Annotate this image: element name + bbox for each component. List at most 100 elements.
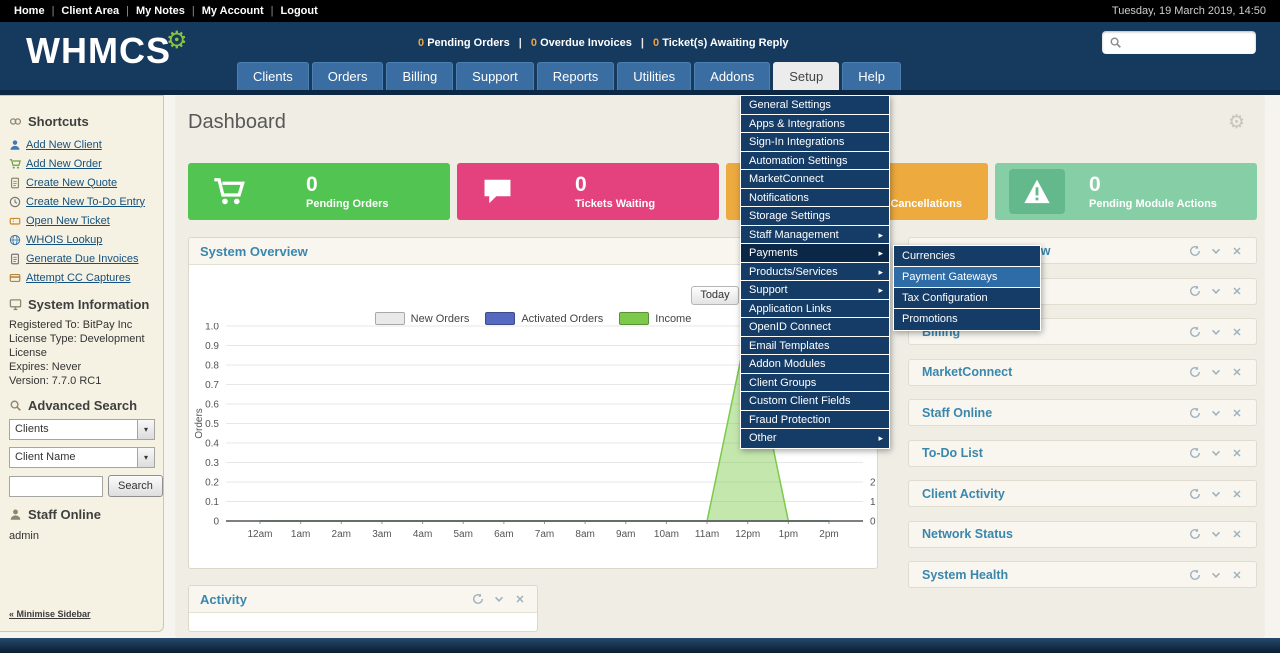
- close-icon[interactable]: [1231, 528, 1243, 540]
- payments-submenu-item-promotions[interactable]: Promotions: [894, 309, 1040, 330]
- collapse-chevron-icon[interactable]: [1210, 407, 1222, 419]
- stat-card-pending-module-actions[interactable]: 0 Pending Module Actions: [995, 163, 1257, 220]
- shortcut-attempt-cc-captures[interactable]: Attempt CC Captures: [9, 268, 154, 287]
- topbar-link-client-area[interactable]: Client Area: [61, 5, 120, 17]
- collapse-chevron-icon[interactable]: [1210, 326, 1222, 338]
- payments-submenu-item-payment-gateways[interactable]: Payment Gateways: [894, 267, 1040, 288]
- chart-xtick-label: 7am: [535, 529, 554, 540]
- setup-menu-item-addon-modules[interactable]: Addon Modules: [741, 355, 889, 374]
- setup-menu-item-client-groups[interactable]: Client Groups: [741, 373, 889, 392]
- collapse-chevron-icon[interactable]: [1210, 528, 1222, 540]
- refresh-icon[interactable]: [1189, 245, 1201, 257]
- payments-submenu-item-currencies[interactable]: Currencies: [894, 246, 1040, 267]
- setup-menu-item-support[interactable]: Support ▸: [741, 281, 889, 300]
- setup-menu-item-products-services[interactable]: Products/Services ▸: [741, 262, 889, 281]
- setup-menu-item-payments[interactable]: Payments ▸: [741, 244, 889, 263]
- collapse-chevron-icon[interactable]: [1210, 488, 1222, 500]
- close-icon[interactable]: [1231, 366, 1243, 378]
- refresh-icon[interactable]: [1189, 569, 1201, 581]
- payments-submenu-item-tax-configuration[interactable]: Tax Configuration: [894, 288, 1040, 309]
- refresh-icon[interactable]: [1189, 326, 1201, 338]
- chart-legend: New Orders Activated Orders Income: [189, 312, 877, 325]
- close-icon[interactable]: [1231, 326, 1243, 338]
- dashboard-settings-gear-icon[interactable]: ⚙: [1227, 112, 1245, 133]
- advanced-search-category-select[interactable]: Clients ▾: [9, 419, 155, 440]
- advanced-search-input[interactable]: [9, 475, 103, 497]
- setup-menu-item-automation-settings[interactable]: Automation Settings: [741, 151, 889, 170]
- header-search-input[interactable]: [1127, 35, 1249, 50]
- setup-menu-item-general-settings[interactable]: General Settings: [741, 96, 889, 115]
- quote-page-icon: [9, 177, 21, 189]
- setup-menu-item-application-links[interactable]: Application Links: [741, 299, 889, 318]
- close-icon[interactable]: [1231, 569, 1243, 581]
- refresh-icon[interactable]: [1189, 366, 1201, 378]
- shortcut-create-new-quote[interactable]: Create New Quote: [9, 173, 154, 192]
- setup-menu-item-apps-integrations[interactable]: Apps & Integrations: [741, 114, 889, 133]
- close-icon[interactable]: [1231, 245, 1243, 257]
- tab-setup[interactable]: Setup: [773, 62, 840, 90]
- close-icon[interactable]: [1231, 285, 1243, 297]
- close-icon[interactable]: [1231, 407, 1243, 419]
- legend-label: Activated Orders: [521, 312, 604, 325]
- close-icon[interactable]: [1231, 447, 1243, 459]
- stat-card-pending-orders[interactable]: 0 Pending Orders: [188, 163, 450, 220]
- collapse-chevron-icon[interactable]: [493, 593, 505, 605]
- shortcut-add-new-order[interactable]: Add New Order: [9, 154, 154, 173]
- tab-orders[interactable]: Orders: [311, 62, 384, 90]
- advanced-search-title: Advanced Search: [28, 398, 138, 413]
- shortcut-generate-due-invoices[interactable]: Generate Due Invoices: [9, 249, 154, 268]
- refresh-icon[interactable]: [1189, 407, 1201, 419]
- refresh-icon[interactable]: [1189, 528, 1201, 540]
- tab-reports[interactable]: Reports: [536, 62, 615, 90]
- topbar-link-logout[interactable]: Logout: [280, 5, 318, 17]
- collapse-chevron-icon[interactable]: [1210, 285, 1222, 297]
- person-icon: [9, 508, 22, 521]
- minimise-sidebar-link[interactable]: « Minimise Sidebar: [9, 609, 91, 619]
- chart-xtick-label: 4am: [413, 529, 432, 540]
- chart-range-today-button[interactable]: Today: [691, 286, 739, 305]
- collapse-chevron-icon[interactable]: [1210, 245, 1222, 257]
- tab-billing[interactable]: Billing: [386, 62, 454, 90]
- refresh-icon[interactable]: [1189, 285, 1201, 297]
- topbar-link-home[interactable]: Home: [14, 5, 45, 17]
- stat-card-tickets-waiting[interactable]: 0 Tickets Waiting: [457, 163, 719, 220]
- refresh-icon[interactable]: [472, 593, 484, 605]
- shortcut-open-new-ticket[interactable]: Open New Ticket: [9, 211, 154, 230]
- topbar-link-my-notes[interactable]: My Notes: [135, 5, 185, 17]
- stat-label: Tickets Waiting: [575, 197, 656, 210]
- setup-menu-item-openid-connect[interactable]: OpenID Connect: [741, 318, 889, 337]
- collapse-chevron-icon[interactable]: [1210, 366, 1222, 378]
- refresh-icon[interactable]: [1189, 447, 1201, 459]
- advanced-search-button[interactable]: Search: [108, 475, 163, 497]
- tab-utilities[interactable]: Utilities: [617, 62, 692, 90]
- setup-menu-item-storage-settings[interactable]: Storage Settings: [741, 207, 889, 226]
- setup-menu-item-notifications[interactable]: Notifications: [741, 188, 889, 207]
- tab-support[interactable]: Support: [456, 62, 534, 90]
- setup-menu-item-staff-management[interactable]: Staff Management ▸: [741, 225, 889, 244]
- topbar-link-my-account[interactable]: My Account: [201, 5, 264, 17]
- warning-icon-box: [1009, 169, 1065, 214]
- setup-menu-item-marketconnect[interactable]: MarketConnect: [741, 170, 889, 189]
- whmcs-logo[interactable]: WHMCS ⚙: [26, 27, 188, 72]
- setup-menu-item-other[interactable]: Other ▸: [741, 429, 889, 448]
- refresh-icon[interactable]: [1189, 488, 1201, 500]
- setup-menu-item-fraud-protection[interactable]: Fraud Protection: [741, 410, 889, 429]
- advanced-search-row: Search: [9, 475, 163, 497]
- tab-help[interactable]: Help: [842, 62, 901, 90]
- collapse-chevron-icon[interactable]: [1210, 447, 1222, 459]
- shortcut-create-new-todo[interactable]: Create New To-Do Entry: [9, 192, 154, 211]
- setup-menu-item-sign-in-integrations[interactable]: Sign-In Integrations: [741, 133, 889, 152]
- collapse-chevron-icon[interactable]: [1210, 569, 1222, 581]
- submenu-arrow-icon: ▸: [878, 248, 883, 258]
- setup-menu-item-custom-client-fields[interactable]: Custom Client Fields: [741, 392, 889, 411]
- menu-item-label: Tax Configuration: [902, 292, 988, 304]
- tab-addons[interactable]: Addons: [694, 62, 771, 90]
- advanced-search-field-select[interactable]: Client Name ▾: [9, 447, 155, 468]
- close-icon[interactable]: [514, 593, 526, 605]
- shortcut-add-new-client[interactable]: Add New Client: [9, 135, 154, 154]
- close-icon[interactable]: [1231, 488, 1243, 500]
- widget-client-activity: Client Activity: [908, 480, 1257, 507]
- setup-menu-item-email-templates[interactable]: Email Templates: [741, 336, 889, 355]
- shortcut-whois-lookup[interactable]: WHOIS Lookup: [9, 230, 154, 249]
- tab-clients[interactable]: Clients: [237, 62, 309, 90]
